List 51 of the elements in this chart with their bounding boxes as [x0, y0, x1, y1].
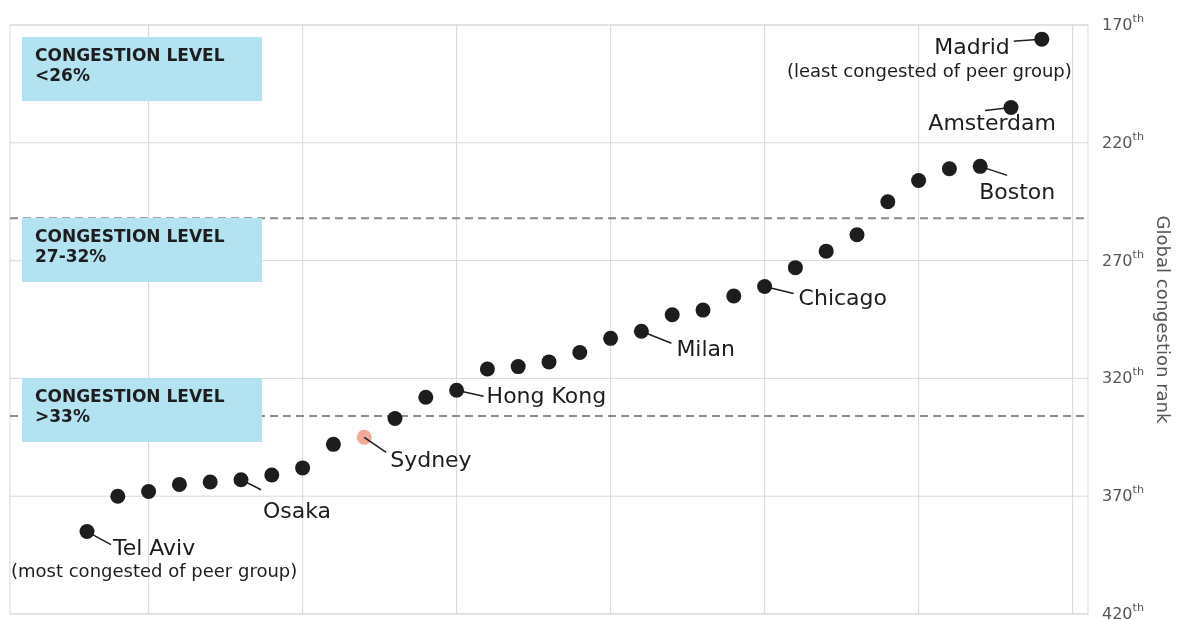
annotation: CONGESTION LEVEL >33%	[35, 386, 225, 426]
point	[633, 323, 649, 339]
point	[818, 243, 834, 259]
point	[295, 460, 311, 476]
point	[79, 524, 95, 540]
annotation: Chicago	[798, 284, 888, 310]
annotation: Tel Aviv (most congested of peer group)	[11, 534, 298, 581]
y-tick-label: 320$^{th}$	[1102, 364, 1145, 387]
point	[849, 227, 865, 243]
y-tick-label: 220$^{th}$	[1102, 129, 1145, 152]
point	[941, 161, 957, 177]
y-tick-label: 370$^{th}$	[1102, 482, 1145, 505]
point	[449, 382, 465, 398]
annotation: CONGESTION LEVEL 27-32%	[35, 226, 225, 266]
point	[202, 474, 218, 490]
point	[572, 344, 588, 360]
point	[479, 361, 495, 377]
point	[1003, 99, 1019, 115]
point	[541, 354, 557, 370]
y-tick-label: 170$^{th}$	[1102, 11, 1145, 34]
point	[787, 260, 803, 276]
point	[972, 158, 988, 174]
y-tick-label: 420$^{th}$	[1102, 600, 1145, 620]
point	[880, 194, 896, 210]
point	[911, 173, 927, 188]
annotation: Osaka	[263, 497, 332, 523]
point	[110, 488, 126, 504]
point	[1034, 31, 1050, 47]
y-axis-title: Global congestion rank	[1153, 215, 1174, 424]
point	[757, 279, 773, 295]
point	[510, 359, 526, 375]
annotation: Madrid (least congested of peer group)	[786, 34, 1072, 82]
point	[695, 302, 711, 318]
point	[418, 389, 434, 405]
point	[726, 288, 742, 304]
annotation: Hong Kong	[486, 383, 607, 409]
annotation: Boston	[979, 179, 1056, 205]
point	[387, 410, 403, 426]
point	[325, 436, 341, 452]
point	[141, 483, 157, 499]
y-tick-label: 270$^{th}$	[1102, 247, 1145, 270]
annotation: CONGESTION LEVEL <26%	[35, 45, 225, 85]
annotation: Amsterdam	[928, 110, 1056, 136]
point	[664, 307, 680, 323]
point	[233, 472, 249, 488]
point	[356, 429, 372, 445]
point	[603, 330, 619, 346]
point	[171, 476, 187, 492]
point	[264, 467, 280, 483]
annotation: Sydney	[390, 447, 472, 473]
annotation: Milan	[676, 336, 736, 362]
